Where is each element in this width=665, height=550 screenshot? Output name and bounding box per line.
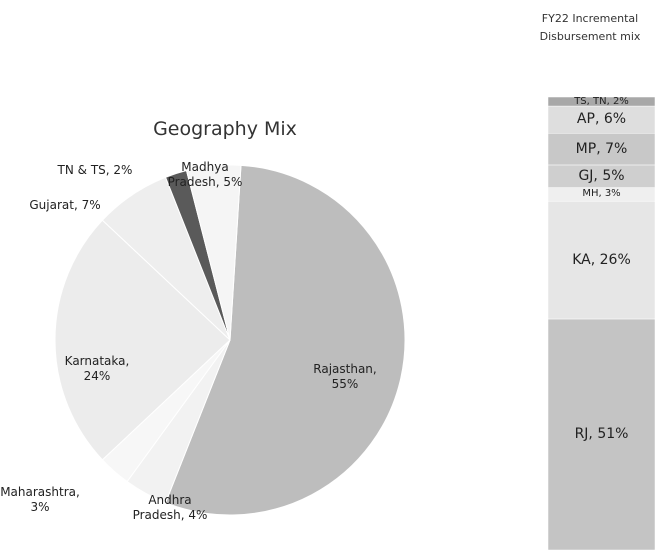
pie-slice [185, 164, 242, 341]
bar-segment [547, 132, 656, 166]
slice-label: Rajasthan, 55% [313, 362, 377, 391]
bar-segment [547, 318, 656, 550]
segment-label: RJ, 51% [574, 426, 629, 443]
segment-label: AP, 6% [576, 111, 627, 128]
slice-label: Karnataka, 24% [64, 354, 130, 383]
bar-segment [547, 96, 656, 107]
segment-label: GJ, 5% [578, 167, 625, 184]
bar-segment [547, 105, 656, 134]
slice-label: Madhya Pradesh, 5% [167, 160, 243, 189]
slice-label: Andhra Pradesh, 4% [132, 493, 208, 522]
segment-label: MP, 7% [575, 140, 628, 157]
segment-label: TS, TN, 2% [574, 95, 629, 107]
segment-label: KA, 26% [572, 251, 631, 268]
slice-label: TN & TS, 2% [57, 163, 133, 177]
segment-label: MH, 3% [582, 188, 621, 200]
pie-slice [164, 164, 406, 516]
pie-title: Geography Mix [153, 118, 297, 140]
bar-title: FY22 Incremental Disbursement mix [539, 12, 641, 43]
bar-segment [547, 200, 656, 320]
slice-label: Gujarat, 7% [29, 198, 101, 212]
slice-label: Maharashtra, 3% [0, 485, 80, 514]
pie-slice [54, 219, 231, 461]
